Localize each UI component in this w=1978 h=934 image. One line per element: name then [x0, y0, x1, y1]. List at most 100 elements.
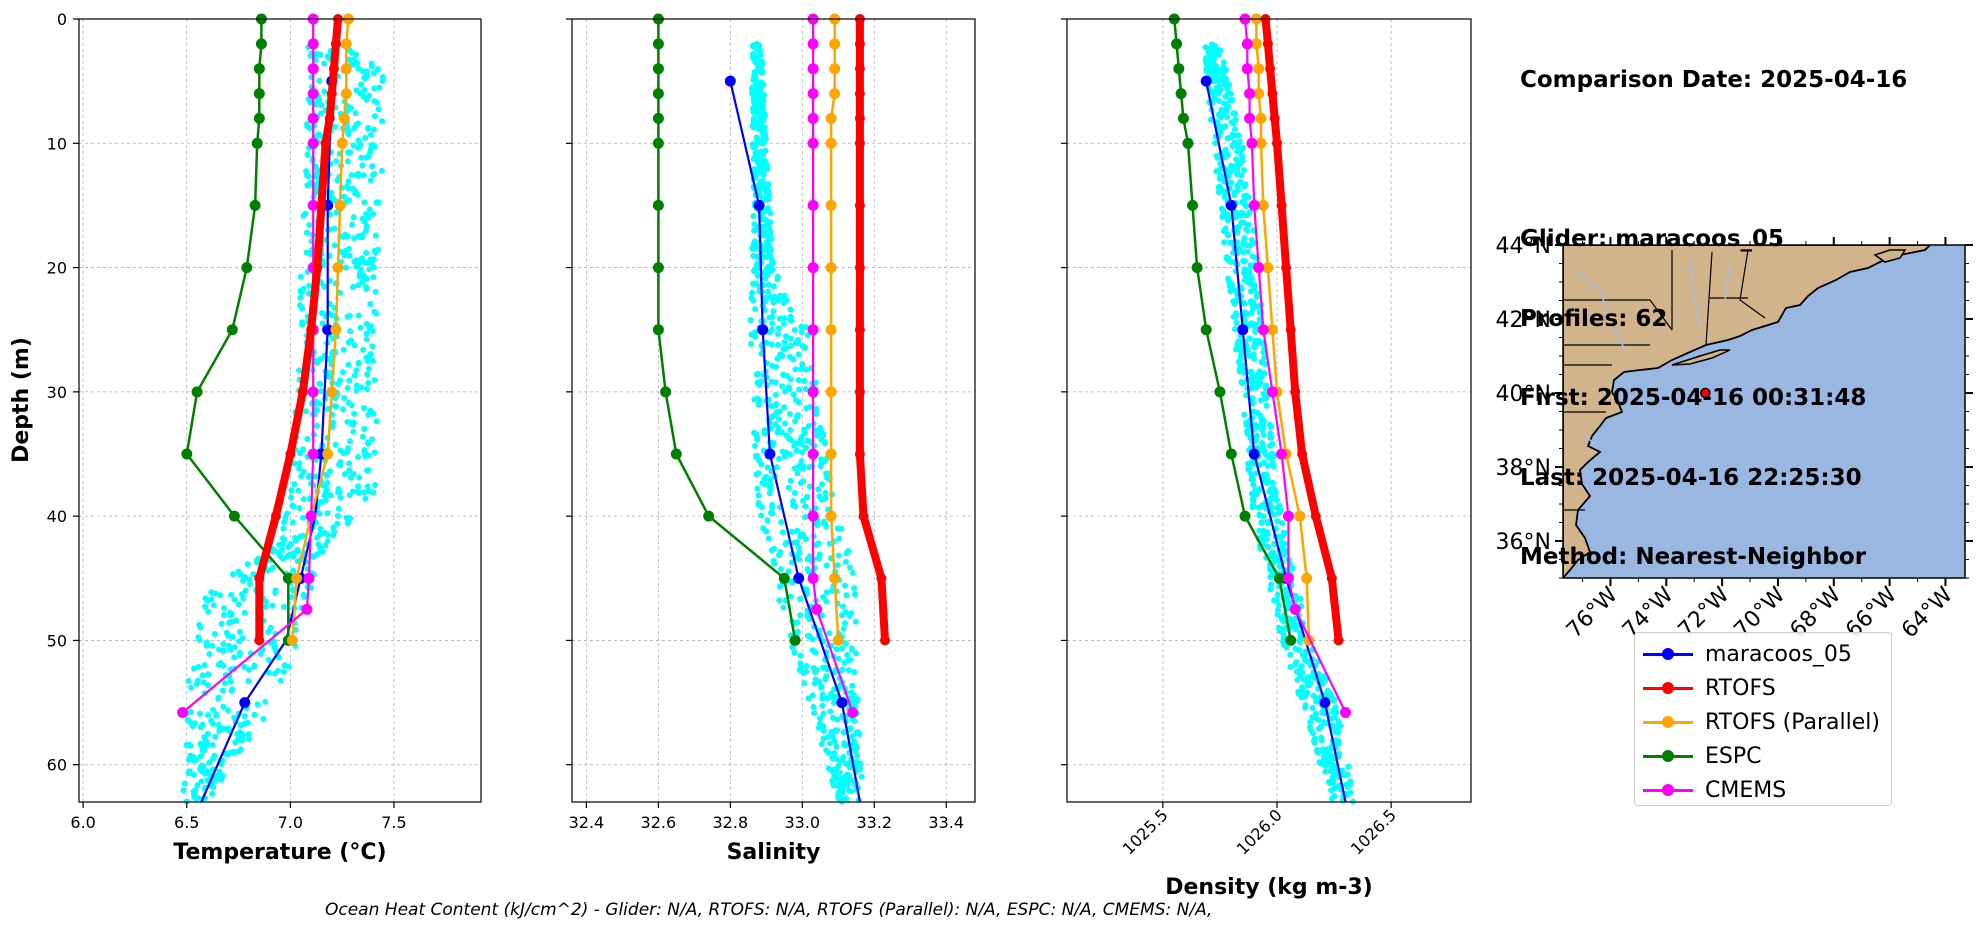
series-point: [829, 88, 841, 100]
series-point: [307, 386, 319, 398]
raw-glider-point: [750, 213, 757, 219]
series-point: [652, 199, 664, 211]
raw-glider-point: [211, 631, 218, 637]
raw-glider-point: [350, 470, 357, 477]
series-point: [253, 112, 265, 124]
raw-glider-point: [803, 324, 809, 331]
series-point: [660, 386, 672, 398]
raw-glider-point: [804, 566, 811, 573]
raw-glider-point: [805, 423, 812, 430]
raw-glider-point: [1260, 532, 1266, 539]
series-point: [330, 324, 342, 336]
raw-glider-point: [1215, 111, 1222, 118]
series-point: [703, 510, 715, 522]
raw-glider-point: [753, 105, 759, 112]
series-point: [757, 324, 769, 336]
raw-glider-point: [858, 773, 865, 780]
raw-glider-point: [811, 680, 818, 687]
raw-glider-point: [262, 604, 269, 610]
raw-glider-point: [1221, 100, 1228, 107]
raw-glider-point: [835, 781, 842, 788]
raw-glider-point: [191, 665, 197, 672]
series-point: [880, 635, 890, 646]
raw-glider-point: [313, 101, 320, 108]
raw-glider-point: [1273, 553, 1280, 560]
raw-glider-point: [334, 177, 341, 184]
raw-glider-point: [375, 106, 382, 113]
raw-glider-point: [332, 123, 339, 130]
raw-glider-point: [190, 771, 197, 778]
series-point: [241, 262, 253, 274]
raw-glider-point: [346, 460, 353, 467]
raw-glider-point: [851, 669, 858, 675]
raw-glider-point: [331, 225, 338, 232]
raw-glider-point: [366, 92, 373, 99]
raw-glider-point: [1331, 762, 1338, 769]
raw-glider-point: [1226, 81, 1232, 88]
raw-glider-point: [776, 597, 783, 604]
series-point: [652, 63, 664, 75]
raw-glider-point: [360, 172, 367, 179]
raw-glider-point: [767, 210, 774, 217]
raw-glider-point: [208, 717, 215, 724]
raw-glider-point: [1249, 253, 1256, 260]
raw-glider-point: [313, 171, 320, 178]
raw-glider-point: [209, 742, 216, 748]
raw-glider-point: [1255, 382, 1262, 389]
legend-swatch: [1643, 678, 1693, 698]
raw-glider-point: [194, 782, 201, 789]
raw-glider-point: [306, 222, 313, 228]
raw-glider-point: [1322, 768, 1329, 775]
raw-glider-point: [757, 85, 764, 92]
raw-glider-point: [229, 571, 236, 578]
series-point: [753, 199, 765, 211]
raw-glider-point: [752, 333, 759, 340]
raw-glider-point: [795, 399, 802, 406]
raw-glider-point: [211, 752, 218, 759]
raw-glider-point: [768, 547, 775, 554]
raw-glider-point: [239, 591, 245, 598]
raw-glider-point: [1236, 340, 1243, 346]
raw-glider-point: [333, 403, 340, 410]
raw-glider-point: [363, 330, 370, 337]
raw-glider-point: [1234, 229, 1241, 236]
raw-glider-point: [1241, 241, 1248, 248]
raw-glider-point: [749, 289, 756, 296]
raw-glider-point: [303, 229, 310, 236]
raw-glider-point: [780, 345, 787, 352]
legend-swatch: [1643, 780, 1693, 800]
raw-glider-point: [783, 297, 790, 304]
raw-glider-point: [843, 592, 850, 599]
raw-glider-point: [272, 587, 279, 594]
series-point: [652, 112, 664, 124]
raw-glider-point: [826, 540, 833, 547]
raw-glider-point: [750, 115, 757, 122]
raw-glider-point: [1224, 151, 1231, 158]
raw-glider-point: [346, 252, 353, 259]
series-point: [724, 75, 736, 87]
series-point: [249, 199, 261, 211]
raw-glider-point: [1260, 424, 1267, 431]
raw-glider-point: [1216, 98, 1222, 104]
raw-glider-point: [319, 482, 326, 489]
raw-glider-point: [821, 518, 828, 525]
raw-glider-point: [789, 528, 796, 535]
series-point: [291, 572, 303, 584]
raw-glider-point: [794, 628, 801, 635]
raw-glider-point: [771, 560, 778, 567]
raw-glider-point: [822, 494, 829, 501]
raw-glider-point: [205, 682, 211, 689]
raw-glider-point: [849, 682, 856, 689]
raw-glider-point: [1274, 591, 1281, 598]
series-point: [322, 324, 334, 336]
raw-glider-point: [1260, 349, 1267, 356]
series-point: [652, 137, 664, 149]
raw-glider-point: [352, 110, 359, 117]
raw-glider-point: [754, 379, 761, 386]
raw-glider-point: [351, 372, 358, 379]
raw-glider-point: [796, 463, 802, 470]
raw-glider-point: [1281, 540, 1288, 547]
raw-glider-points: [747, 41, 865, 805]
raw-glider-point: [777, 351, 784, 358]
raw-glider-point: [1232, 126, 1238, 133]
